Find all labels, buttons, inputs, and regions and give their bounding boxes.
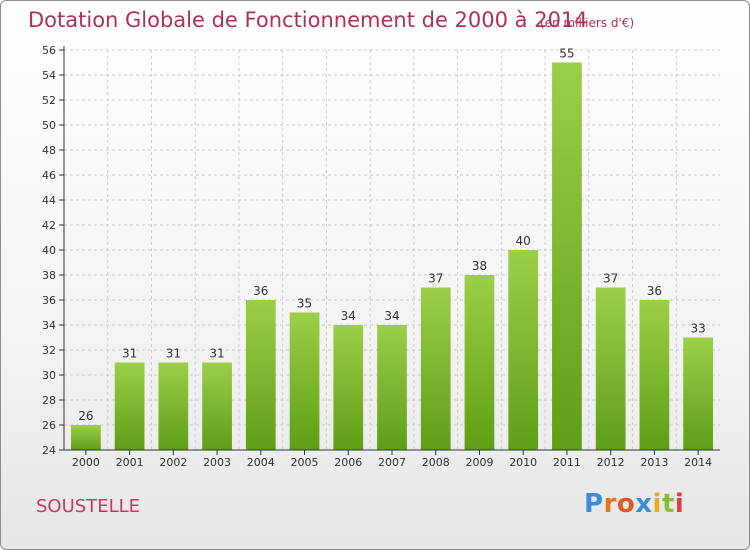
bar-value-label: 36 bbox=[647, 284, 662, 298]
bar bbox=[289, 312, 320, 450]
labels: 24 26 28 30 32 34 36 38 40 42 44 46 48 50 52 54 56 26 2000… bbox=[42, 44, 712, 469]
x-tick-label: 2009 bbox=[465, 456, 493, 469]
bar bbox=[464, 275, 495, 450]
y-tick-label: 48 bbox=[42, 144, 56, 157]
bar bbox=[683, 337, 714, 450]
x-tick-label: 2002 bbox=[159, 456, 187, 469]
x-tick-label: 2010 bbox=[509, 456, 537, 469]
y-tick-label: 56 bbox=[42, 44, 56, 57]
bar bbox=[114, 362, 145, 450]
bar-value-label: 36 bbox=[253, 284, 268, 298]
x-tick-label: 2008 bbox=[422, 456, 450, 469]
bar-value-label: 37 bbox=[603, 272, 618, 286]
x-tick-label: 2003 bbox=[203, 456, 231, 469]
x-tick-label: 2001 bbox=[116, 456, 144, 469]
bar bbox=[552, 62, 582, 450]
x-tick-label: 2004 bbox=[247, 456, 275, 469]
y-tick-label: 42 bbox=[42, 219, 56, 232]
y-tick-label: 50 bbox=[42, 119, 56, 132]
y-tick-label: 30 bbox=[42, 369, 56, 382]
bar-value-label: 35 bbox=[297, 297, 312, 311]
x-tick-label: 2005 bbox=[291, 456, 319, 469]
bar-value-label: 37 bbox=[428, 272, 443, 286]
bar-value-label: 34 bbox=[384, 309, 399, 323]
bar bbox=[508, 250, 539, 450]
x-tick-label: 2007 bbox=[378, 456, 406, 469]
bar bbox=[595, 287, 626, 450]
bar bbox=[202, 362, 232, 450]
logo-letter: i bbox=[674, 489, 685, 519]
chart-subtitle: (en milliers d'€) bbox=[540, 16, 635, 30]
y-tick-label: 38 bbox=[42, 269, 56, 282]
y-tick-label: 28 bbox=[42, 394, 56, 407]
x-tick-label: 2013 bbox=[640, 456, 668, 469]
y-tick-label: 44 bbox=[42, 194, 56, 207]
logo-letter: o bbox=[616, 489, 636, 519]
bar bbox=[639, 300, 670, 450]
axes bbox=[59, 46, 720, 455]
chart-title: Dotation Globale de Fonctionnement de 20… bbox=[28, 8, 588, 32]
y-tick-label: 54 bbox=[42, 69, 56, 82]
bar-value-label: 38 bbox=[472, 259, 487, 273]
bar bbox=[245, 300, 276, 450]
bar bbox=[158, 362, 189, 450]
bar-value-label: 34 bbox=[341, 309, 356, 323]
bar-value-label: 31 bbox=[122, 347, 137, 361]
logo-letter: r bbox=[603, 489, 617, 519]
logo-letter: i bbox=[652, 489, 662, 519]
logo-letter: t bbox=[661, 489, 675, 519]
bar bbox=[377, 325, 407, 450]
bar-value-label: 31 bbox=[209, 347, 224, 361]
x-tick-label: 2012 bbox=[597, 456, 625, 469]
x-tick-label: 2000 bbox=[72, 456, 100, 469]
y-tick-label: 26 bbox=[42, 419, 56, 432]
x-tick-label: 2014 bbox=[684, 456, 712, 469]
bars bbox=[70, 62, 714, 450]
y-tick-label: 24 bbox=[42, 444, 56, 457]
bar-value-label: 33 bbox=[690, 322, 705, 336]
logo-letter: x bbox=[635, 489, 653, 519]
y-tick-label: 52 bbox=[42, 94, 56, 107]
y-tick-label: 46 bbox=[42, 169, 56, 182]
bar-value-label: 40 bbox=[516, 234, 531, 248]
bar bbox=[333, 325, 364, 450]
proxiti-logo: Proxiti bbox=[584, 489, 684, 519]
bar bbox=[70, 425, 101, 450]
y-tick-label: 32 bbox=[42, 344, 56, 357]
x-tick-label: 2011 bbox=[553, 456, 581, 469]
x-tick-label: 2006 bbox=[334, 456, 362, 469]
bar bbox=[420, 287, 451, 450]
y-tick-label: 40 bbox=[42, 244, 56, 257]
y-tick-label: 34 bbox=[42, 319, 56, 332]
bar-value-label: 55 bbox=[559, 47, 574, 61]
logo-letter: P bbox=[584, 489, 604, 519]
commune-name: SOUSTELLE bbox=[36, 496, 140, 517]
y-tick-label: 36 bbox=[42, 294, 56, 307]
bar-value-label: 26 bbox=[78, 409, 93, 423]
bar-value-label: 31 bbox=[166, 347, 181, 361]
